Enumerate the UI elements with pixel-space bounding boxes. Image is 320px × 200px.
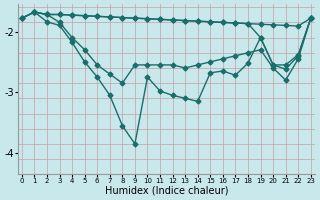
X-axis label: Humidex (Indice chaleur): Humidex (Indice chaleur) xyxy=(105,186,228,196)
